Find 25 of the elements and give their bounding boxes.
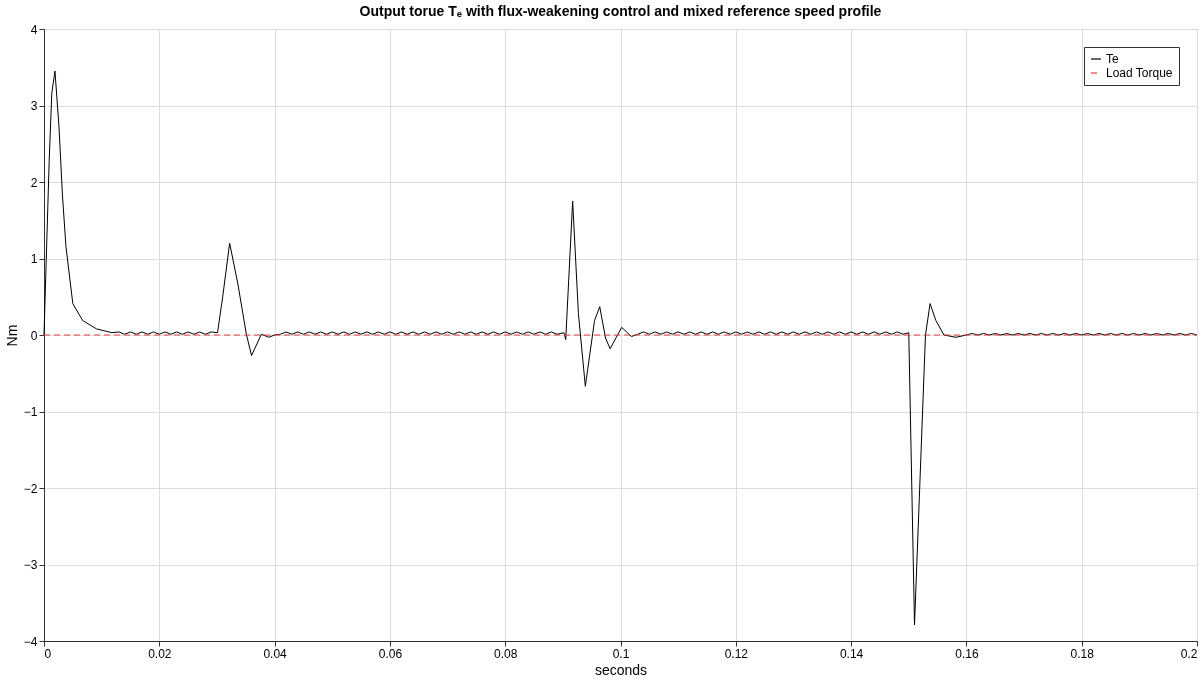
y-tick-label: 2 <box>30 175 38 190</box>
y-tick-label: −1 <box>23 405 38 419</box>
y-tick-label: 0 <box>30 328 38 343</box>
y-tick-label: 3 <box>30 99 38 113</box>
x-axis-title: seconds <box>594 661 648 678</box>
x-tick-label: 0.02 <box>148 646 172 661</box>
x-tick-label: 0.1 <box>612 646 630 661</box>
x-tick-label: 0.08 <box>494 646 518 661</box>
x-tick-label: 0 <box>44 646 52 661</box>
y-tick-label: 4 <box>30 22 38 37</box>
x-tick-label: 0.14 <box>839 646 864 661</box>
x-tick-label: 0.12 <box>724 646 749 661</box>
x-tick-label: 0.16 <box>955 646 979 661</box>
x-tick-label: 0.2 <box>1180 646 1198 661</box>
x-tick-label: 0.18 <box>1070 646 1095 661</box>
legend-label: Te <box>1106 52 1119 66</box>
y-tick-label: −2 <box>23 481 38 496</box>
y-tick-label: −3 <box>23 558 38 572</box>
x-tick-label: 0.06 <box>378 646 403 661</box>
legend-label: Load Torque <box>1106 66 1173 80</box>
chart-title: Output torue Tₑ with flux-weakening control and mixed reference speed profile <box>359 3 882 19</box>
y-tick-label: 1 <box>30 252 38 266</box>
y-axis-title: Nm <box>3 324 20 347</box>
y-tick-label: −4 <box>23 634 38 649</box>
x-tick-label: 0.04 <box>263 646 288 661</box>
